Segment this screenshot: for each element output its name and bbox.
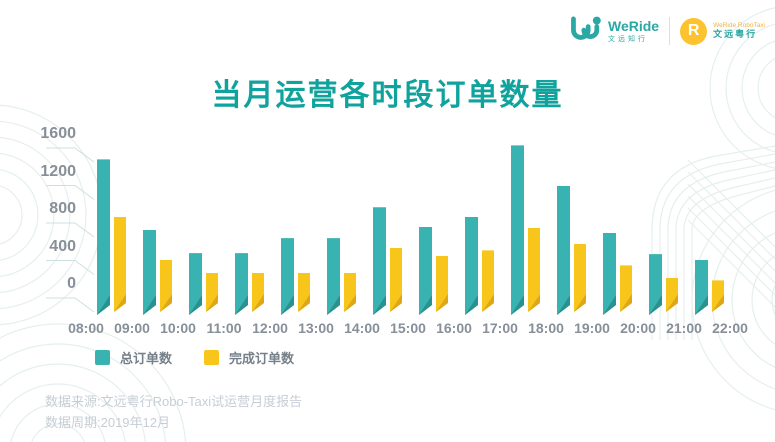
x-axis-label: 20:00 xyxy=(620,320,656,336)
diagonal-lines-right xyxy=(687,159,775,308)
robotaxi-logo-subtitle: 文远粤行 xyxy=(713,29,758,40)
bar-total-orders xyxy=(465,217,478,315)
x-axis-label: 16:00 xyxy=(436,320,472,336)
legend-label: 总订单数 xyxy=(120,351,173,366)
legend-label: 完成订单数 xyxy=(229,351,295,366)
y-axis-tick-label: 0 xyxy=(67,275,76,292)
y-axis-tick-label: 400 xyxy=(49,237,76,255)
bar-total-orders xyxy=(373,207,386,315)
x-axis-label: 22:00 xyxy=(712,320,748,336)
y-axis-tick-label: 1600 xyxy=(40,125,76,142)
page-title: 当月运营各时段订单数量 xyxy=(211,79,564,112)
bar-total-orders xyxy=(327,238,340,315)
legend-swatch xyxy=(204,350,220,365)
y-axis-tick-line xyxy=(46,147,95,163)
x-axis-label: 08:00 xyxy=(68,320,104,336)
y-axis-tick-line xyxy=(46,260,95,275)
legend-item: 总订单数 xyxy=(95,348,172,367)
concentric-circles-top-right xyxy=(709,7,775,169)
data-source-note: 数据来源:文远粤行Robo-Taxi试运营月度报告 xyxy=(45,394,303,409)
robotaxi-logo-name: WeRide RoboTaxi xyxy=(713,21,765,29)
concentric-circles-bottom-left xyxy=(0,323,187,442)
bar-total-orders xyxy=(557,186,570,315)
y-axis-tick-label: 800 xyxy=(49,200,76,217)
robotaxi-logo-icon: R xyxy=(680,17,708,45)
x-axis-label: 21:00 xyxy=(666,320,702,336)
weride-logo: WeRide 文远知行 xyxy=(570,13,659,49)
weride-logo-icon xyxy=(571,16,601,40)
logo-divider xyxy=(669,17,671,45)
x-axis-label: 17:00 xyxy=(482,320,518,336)
bar-total-orders xyxy=(143,230,156,315)
legend-item: 完成订单数 xyxy=(204,348,294,367)
bar-completed-orders xyxy=(160,260,172,312)
weride-logo-subtitle: 文远知行 xyxy=(608,35,648,43)
bar-total-orders xyxy=(97,159,110,315)
bar-completed-orders xyxy=(482,250,494,312)
x-axis-label: 19:00 xyxy=(574,320,610,336)
x-axis-label: 18:00 xyxy=(528,320,564,336)
x-axis-label: 10:00 xyxy=(160,320,196,336)
x-axis-label: 15:00 xyxy=(390,320,426,336)
legend-swatch xyxy=(95,350,110,365)
bar-total-orders xyxy=(511,145,524,315)
x-axis-label: 12:00 xyxy=(252,320,288,336)
footer: 数据来源:文远粤行Robo-Taxi试运营月度报告 数据周期:2019年12月 xyxy=(45,391,302,433)
header: WeRide 文远知行 R WeRide RoboTaxi 文远粤行 xyxy=(570,13,765,49)
chart-legend: 总订单数 完成订单数 xyxy=(95,348,294,367)
y-axis-tick-line xyxy=(46,222,95,238)
bar-total-orders xyxy=(189,253,202,315)
bar-completed-orders xyxy=(114,217,126,312)
bar-total-orders xyxy=(603,233,616,316)
y-axis-tick-line xyxy=(46,297,95,313)
y-axis-tick-label: 1200 xyxy=(40,162,76,180)
bar-completed-orders xyxy=(528,228,540,312)
x-axis-label: 14:00 xyxy=(344,320,380,336)
bar-total-orders xyxy=(235,253,248,315)
robotaxi-logo: R WeRide RoboTaxi 文远粤行 xyxy=(680,17,765,45)
y-axis-tick-line xyxy=(46,185,95,200)
bar-total-orders xyxy=(281,238,294,315)
x-axis-label: 11:00 xyxy=(206,320,242,336)
bar-completed-orders xyxy=(252,273,264,312)
x-axis-label: 13:00 xyxy=(298,320,334,336)
bar-total-orders xyxy=(419,227,432,315)
data-period-note: 数据周期:2019年12月 xyxy=(45,415,170,430)
bar-total-orders xyxy=(649,254,662,315)
bar-completed-orders xyxy=(390,248,402,313)
x-axis-label: 09:00 xyxy=(114,320,150,336)
weride-logo-name: WeRide xyxy=(608,17,660,34)
bar-completed-orders xyxy=(712,280,724,312)
bar-completed-orders xyxy=(436,256,448,312)
bar-completed-orders xyxy=(574,244,586,312)
